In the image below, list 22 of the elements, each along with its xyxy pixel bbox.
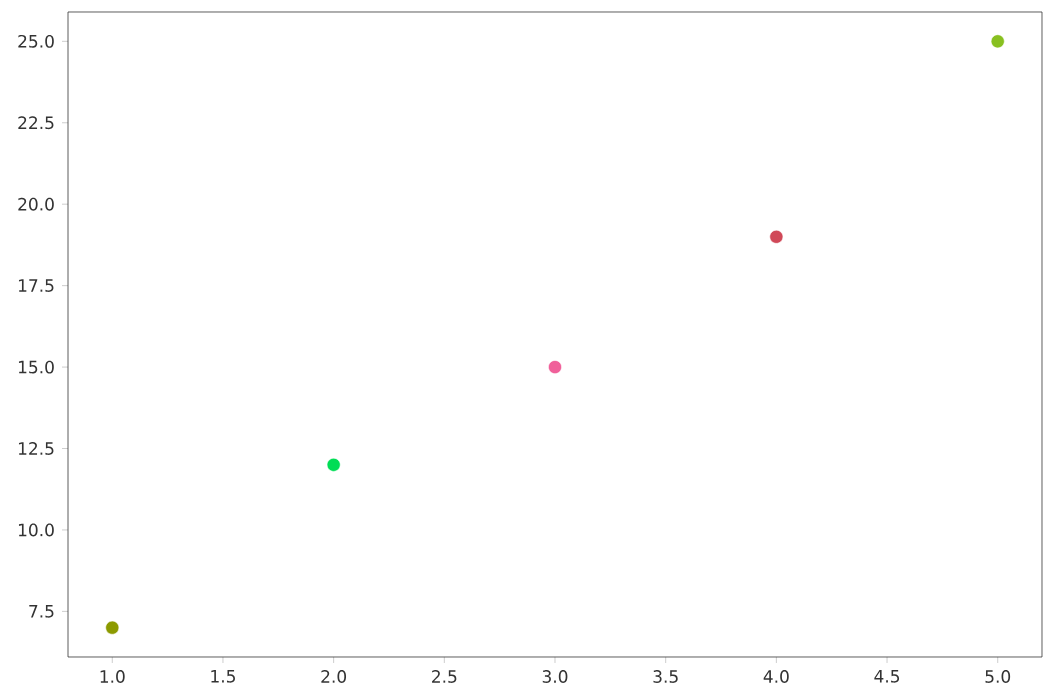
point (548, 360, 562, 375)
y-tick-label: 7.5 (29, 605, 54, 618)
x-tick-label: 3.0 (542, 670, 568, 684)
y-tick-label: 10.0 (18, 523, 54, 537)
y-tick-label: 15.0 (18, 360, 54, 374)
y-tick-label: 17.5 (18, 279, 54, 293)
point (769, 230, 784, 244)
y-tick-label: 12.5 (18, 442, 54, 456)
x-tick-label: 1.5 (211, 670, 235, 683)
x-tick-label: 4.0 (763, 670, 789, 684)
y-tick-label: 22.5 (18, 116, 54, 130)
y-tick-label: 25.0 (18, 35, 54, 48)
point (990, 34, 1005, 49)
point (326, 458, 341, 472)
x-tick-label: 5.0 (985, 670, 1011, 684)
x-tick-label: 3.5 (653, 670, 678, 684)
x-tick-label: 4.5 (874, 670, 900, 683)
x-tick-label: 2.0 (321, 670, 347, 684)
x-tick-label: 2.5 (432, 670, 457, 684)
y-tick-label: 20.0 (18, 197, 54, 211)
point (105, 620, 120, 635)
x-tick-label: 1.0 (100, 670, 125, 684)
